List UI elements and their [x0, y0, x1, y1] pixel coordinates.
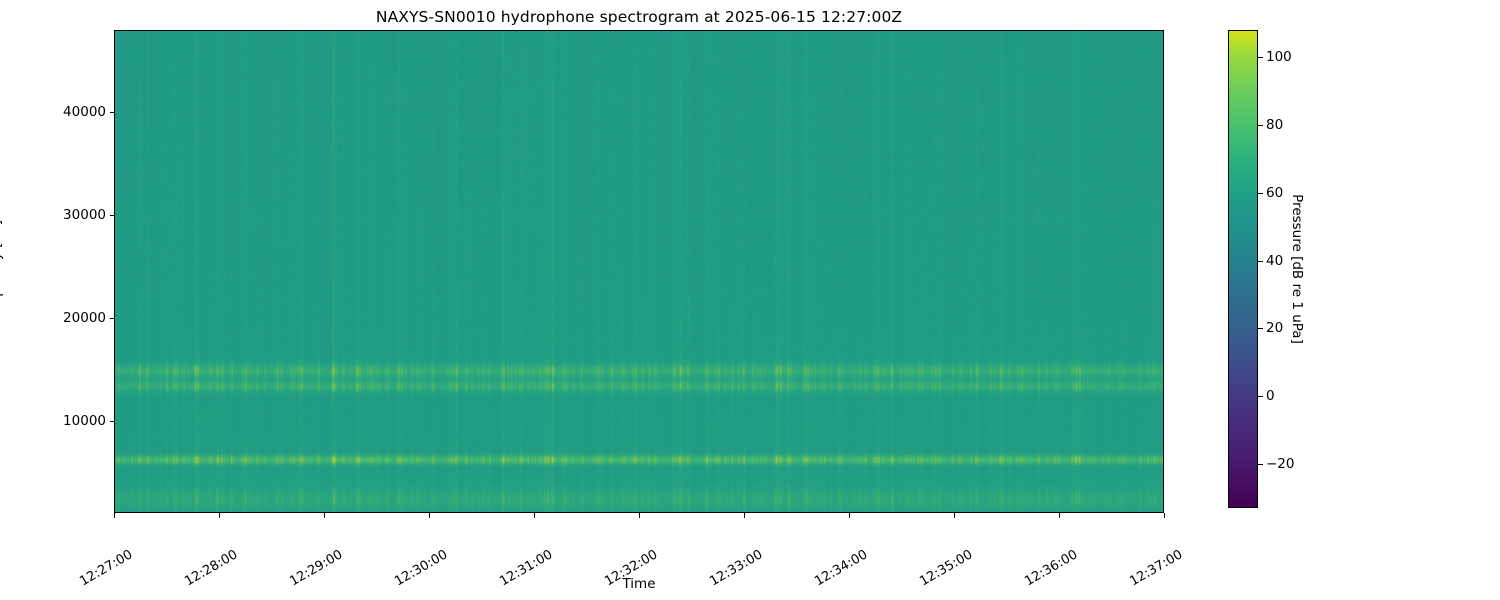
x-tick-label: 12:31:00: [497, 547, 556, 590]
colorbar: [1228, 30, 1258, 508]
x-tick-mark: [534, 513, 536, 518]
colorbar-tick-mark: [1258, 328, 1263, 330]
y-tick-mark: [109, 317, 114, 319]
y-tick-label: 40000: [63, 104, 106, 121]
x-tick-mark: [429, 513, 431, 518]
x-axis-label: Time: [622, 576, 656, 592]
y-tick-label: 30000: [63, 206, 106, 223]
x-tick-mark: [219, 513, 221, 518]
x-tick-mark: [324, 513, 326, 518]
x-tick-label: 12:34:00: [812, 547, 871, 590]
x-tick-label: 12:28:00: [182, 547, 241, 590]
x-tick-mark: [639, 513, 641, 518]
colorbar-tick-label: 40: [1266, 252, 1284, 269]
y-tick-label: 20000: [63, 309, 106, 326]
x-tick-label: 12:33:00: [707, 547, 766, 590]
x-tick-mark: [954, 513, 956, 518]
y-tick-mark: [109, 214, 114, 217]
x-tick-mark: [1059, 513, 1061, 518]
colorbar-tick-mark: [1258, 260, 1263, 262]
colorbar-tick-mark: [1258, 396, 1263, 398]
x-tick-label: 12:30:00: [392, 547, 451, 590]
colorbar-tick-mark: [1258, 463, 1263, 466]
spectrogram-plot-area: [114, 30, 1164, 513]
y-tick-mark: [109, 112, 114, 114]
colorbar-tick-label: 60: [1266, 184, 1284, 201]
colorbar-tick-label: 0: [1266, 388, 1275, 405]
figure-title: NAXYS-SN0010 hydrophone spectrogram at 2…: [375, 8, 903, 26]
x-tick-label: 12:27:00: [77, 547, 136, 590]
y-tick-label: 10000: [63, 412, 106, 429]
x-tick-label: 12:35:00: [917, 547, 976, 590]
colorbar-tick-mark: [1258, 124, 1263, 127]
x-tick-mark: [744, 513, 746, 518]
colorbar-tick-label: 20: [1266, 320, 1284, 337]
x-tick-label: 12:37:00: [1127, 547, 1186, 590]
colorbar-tick-mark: [1258, 57, 1263, 59]
colorbar-tick-label: −20: [1266, 455, 1295, 472]
x-tick-label: 12:29:00: [287, 547, 346, 590]
x-tick-label: 12:36:00: [1022, 547, 1081, 590]
colorbar-label: Pressure [dB re 1 uPa]: [1289, 194, 1305, 344]
y-tick-mark: [109, 420, 114, 422]
x-tick-mark: [1164, 513, 1166, 518]
colorbar-tick-label: 80: [1266, 116, 1284, 133]
y-axis-label: Frequency [Hz]: [0, 220, 4, 322]
x-tick-mark: [114, 513, 116, 518]
colorbar-tick-label: 100: [1266, 49, 1292, 66]
colorbar-tick-mark: [1258, 192, 1263, 194]
x-tick-mark: [849, 513, 851, 518]
spectrogram-image: [115, 31, 1163, 512]
